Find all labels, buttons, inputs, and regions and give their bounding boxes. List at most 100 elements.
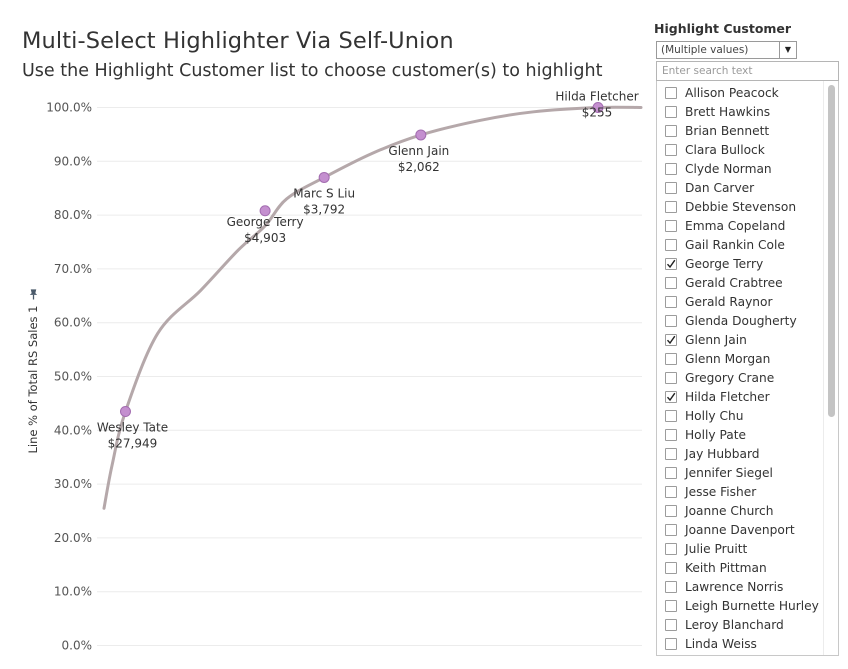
customer-filter-item[interactable]: Keith Pittman <box>665 558 767 577</box>
highlight-name-label: Marc S Liu <box>293 186 355 200</box>
customer-filter-item[interactable]: Jennifer Siegel <box>665 463 773 482</box>
customer-filter-item[interactable]: Glenn Morgan <box>665 349 770 368</box>
cumulative-sales-line[interactable] <box>102 105 643 510</box>
customer-filter-item[interactable]: Linda Weiss <box>665 634 757 653</box>
customer-label: Keith Pittman <box>685 560 767 575</box>
checkbox[interactable] <box>665 447 677 460</box>
customer-filter-item[interactable]: Gail Rankin Cole <box>665 235 785 254</box>
checkbox[interactable] <box>665 124 677 137</box>
chevron-down-icon[interactable]: ▼ <box>779 42 796 58</box>
customer-filter-item[interactable]: Gerald Crabtree <box>665 273 783 292</box>
checkbox[interactable] <box>665 105 677 118</box>
checkmark-icon <box>666 259 676 268</box>
checkbox[interactable] <box>665 637 677 650</box>
checkbox[interactable] <box>665 504 677 517</box>
checkbox[interactable] <box>665 162 677 175</box>
customer-filter-item[interactable]: Hilda Fletcher <box>665 387 770 406</box>
checkbox[interactable] <box>665 618 677 631</box>
checkbox[interactable] <box>665 276 677 289</box>
filter-search-input[interactable]: Enter search text <box>656 61 839 81</box>
scrollbar-thumb[interactable] <box>828 85 835 417</box>
customer-label: George Terry <box>685 256 764 271</box>
customer-filter-item[interactable]: Jay Hubbard <box>665 444 760 463</box>
customer-label: Gail Rankin Cole <box>685 237 785 252</box>
highlight-marker[interactable] <box>259 205 271 217</box>
customer-filter-item[interactable]: Leigh Burnette Hurley <box>665 596 819 615</box>
highlight-name-label: Hilda Fletcher <box>555 90 638 104</box>
customer-filter-item[interactable]: Joanne Church <box>665 501 773 520</box>
checkbox[interactable] <box>665 200 677 213</box>
customer-filter-item[interactable]: Clara Bullock <box>665 140 765 159</box>
customer-filter-item[interactable]: Brett Hawkins <box>665 102 770 121</box>
dropdown-selected-value: (Multiple values) <box>661 44 749 56</box>
customer-filter-item[interactable]: Holly Chu <box>665 406 743 425</box>
checkbox[interactable] <box>665 295 677 308</box>
checkbox[interactable] <box>665 238 677 251</box>
customer-filter-item[interactable]: Leroy Blanchard <box>665 615 784 634</box>
checkbox-checked[interactable] <box>665 390 677 403</box>
customer-checkbox-list[interactable]: Allison Peacock Brett Hawkins Brian Bennet… <box>656 81 839 656</box>
customer-label: Leroy Blanchard <box>685 617 784 632</box>
checkbox[interactable] <box>665 466 677 479</box>
checkbox[interactable] <box>665 599 677 612</box>
checkbox[interactable] <box>665 371 677 384</box>
y-tick-label: 50.0% <box>54 370 92 384</box>
customer-label: Brett Hawkins <box>685 104 771 119</box>
customer-label: Emma Copeland <box>685 218 786 233</box>
scrollbar-track[interactable] <box>823 81 838 655</box>
customer-filter-item[interactable]: George Terry <box>665 254 763 273</box>
customer-label: Glenn Jain <box>685 332 747 347</box>
pin-icon[interactable] <box>28 289 39 300</box>
chart-title: Multi-Select Highlighter Via Self-Union <box>22 28 454 54</box>
customer-filter-item[interactable]: Joanne Davenport <box>665 520 795 539</box>
highlight-customer-dropdown[interactable]: (Multiple values) ▼ <box>656 41 797 59</box>
checkbox[interactable] <box>665 542 677 555</box>
customer-filter-item[interactable]: Gerald Raynor <box>665 292 773 311</box>
y-tick-label: 60.0% <box>54 316 92 330</box>
highlight-marker[interactable] <box>592 102 604 113</box>
customer-label: Clara Bullock <box>685 142 765 157</box>
customer-filter-item[interactable]: Emma Copeland <box>665 216 785 235</box>
highlight-marker[interactable] <box>119 405 131 417</box>
checkbox[interactable] <box>665 409 677 422</box>
customer-filter-item[interactable]: Gregory Crane <box>665 368 774 387</box>
y-axis-label-text: Line % of Total RS Sales 1 <box>26 305 40 454</box>
checkbox[interactable] <box>665 314 677 327</box>
highlight-name-label: Glenn Jain <box>388 144 449 158</box>
customer-label: Lawrence Norris <box>685 579 784 594</box>
customer-filter-item[interactable]: Holly Pate <box>665 425 746 444</box>
checkbox-checked[interactable] <box>665 257 677 270</box>
highlight-marker[interactable] <box>415 129 427 141</box>
customer-filter-item[interactable]: Julie Pruitt <box>665 539 747 558</box>
customer-label: Gregory Crane <box>685 370 775 385</box>
checkbox[interactable] <box>665 428 677 441</box>
customer-filter-item[interactable]: Allison Peacock <box>665 83 779 102</box>
customer-label: Leigh Burnette Hurley <box>685 598 819 613</box>
highlight-marker[interactable] <box>318 171 330 183</box>
customer-filter-item[interactable]: Clyde Norman <box>665 159 772 178</box>
checkbox[interactable] <box>665 86 677 99</box>
customer-filter-item[interactable]: Jesse Fisher <box>665 482 756 501</box>
customer-filter-item[interactable]: Lawrence Norris <box>665 577 783 596</box>
customer-label: Gerald Crabtree <box>685 275 783 290</box>
checkbox[interactable] <box>665 352 677 365</box>
checkbox[interactable] <box>665 485 677 498</box>
customer-filter-item[interactable]: Dan Carver <box>665 178 754 197</box>
customer-filter-item[interactable]: Brian Bennett <box>665 121 769 140</box>
checkbox-checked[interactable] <box>665 333 677 346</box>
y-tick-label: 20.0% <box>54 531 92 545</box>
highlight-value-label: $27,949 <box>108 436 158 450</box>
customer-filter-item[interactable]: Debbie Stevenson <box>665 197 796 216</box>
highlight-value-label: $2,062 <box>398 160 440 174</box>
checkbox[interactable] <box>665 143 677 156</box>
customer-filter-item[interactable]: Glenda Dougherty <box>665 311 797 330</box>
checkbox[interactable] <box>665 219 677 232</box>
checkbox[interactable] <box>665 561 677 574</box>
y-tick-label: 10.0% <box>54 585 92 599</box>
customer-label: Holly Pate <box>685 427 747 442</box>
checkbox[interactable] <box>665 580 677 593</box>
checkbox[interactable] <box>665 523 677 536</box>
customer-label: Hilda Fletcher <box>685 389 770 404</box>
checkbox[interactable] <box>665 181 677 194</box>
customer-filter-item[interactable]: Glenn Jain <box>665 330 747 349</box>
